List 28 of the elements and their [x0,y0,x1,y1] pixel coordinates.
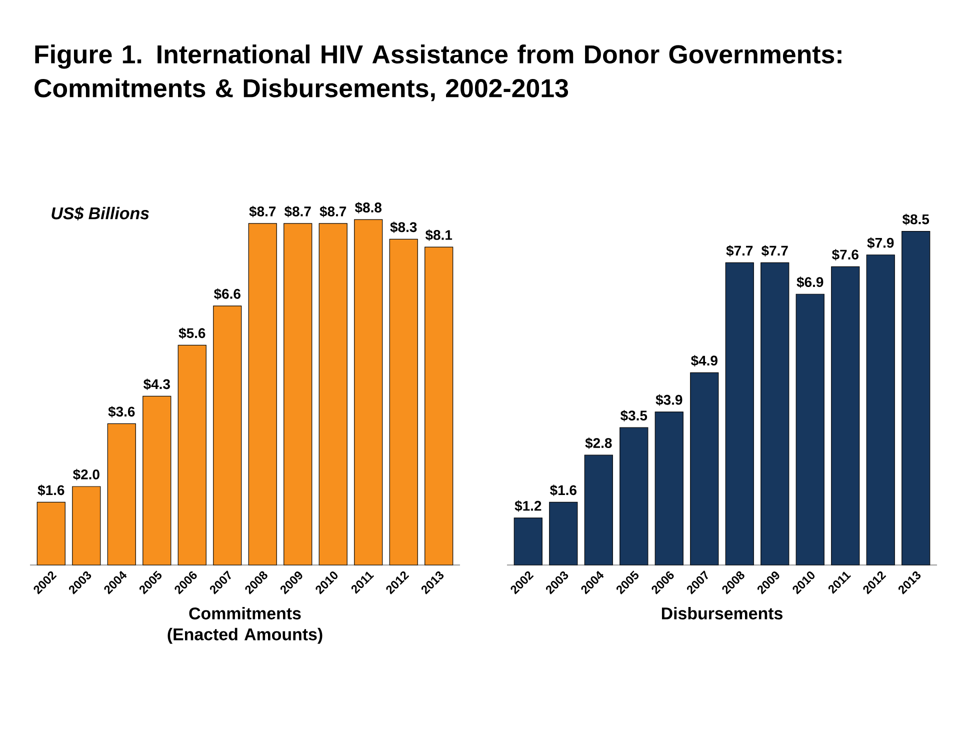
data-label: $8.1 [425,229,452,241]
data-label: $3.9 [656,394,682,406]
data-label: $7.7 [726,245,753,257]
data-label: $5.6 [178,328,206,339]
y-axis-title: US$ Billions [52,206,149,220]
data-label: $3.5 [620,410,648,422]
x-axis-title: Commitments (Enacted Amounts) [168,607,322,644]
data-label: $1.2 [514,500,542,512]
data-label: $7.6 [832,249,858,260]
data-label: $8.3 [390,222,417,233]
data-label: $4.3 [144,378,170,390]
data-label: $3.6 [108,406,135,418]
data-label: $8.8 [354,202,382,214]
data-label: $2.0 [73,468,100,480]
data-label: $8.5 [902,214,930,226]
data-label: $4.9 [691,355,718,366]
data-label: $8.7 [249,206,276,218]
data-label: $8.7 [284,206,311,218]
data-label: $2.8 [585,437,612,449]
data-label: $6.9 [796,276,824,288]
data-label: $7.9 [867,237,894,249]
data-label: $1.6 [550,484,576,496]
chart-title: Figure 1. International HIV Assistance from Donor Governments: Commitments & Disbursements, 2002-2013 [34,44,842,102]
data-label: $7.7 [761,245,788,257]
data-label: $6.6 [214,288,240,300]
data-label: $8.7 [320,206,346,218]
data-label: $1.6 [38,484,64,496]
x-axis-title: Disbursements [662,607,782,620]
